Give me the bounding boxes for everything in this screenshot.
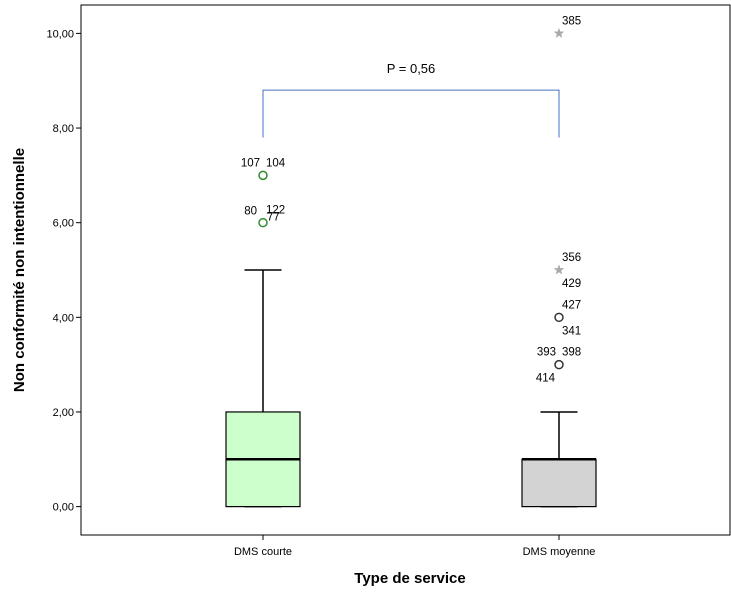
outlier-case-label: 385 <box>562 15 581 27</box>
box-group: 385 356 429 427 341 393 398 414 <box>521 15 597 508</box>
box-group: 107 104 122 80 77 <box>225 157 301 508</box>
x-category-label: DMS courte <box>234 546 292 558</box>
outlier-circle <box>554 312 564 323</box>
outlier-case-label: 107 <box>241 157 260 169</box>
outlier-case-label: 341 <box>562 325 581 337</box>
outlier-circle <box>258 170 268 181</box>
boxes-layer: 107 104 122 80 77 385 356 429 427 341 393 398 414 <box>225 15 597 508</box>
x-axis-title: Type de service <box>354 570 465 587</box>
p-value-label: P = 0,56 <box>387 61 436 76</box>
outlier-case-label: 80 <box>244 206 257 218</box>
y-tick-label: 0,00 <box>53 502 74 514</box>
significance-annotation: P = 0,56 <box>262 61 560 138</box>
box-iqr <box>521 458 597 508</box>
y-tick-label: 6,00 <box>53 218 74 230</box>
significance-bracket <box>262 89 560 138</box>
y-axis-title: Non conformité non intentionnelle <box>11 148 28 392</box>
y-axis: 0,00 2,00 4,00 6,00 8,00 10,00 <box>46 28 81 514</box>
outlier-case-label: 427 <box>562 299 581 311</box>
outlier-star <box>553 27 565 39</box>
y-tick-label: 10,00 <box>46 28 74 40</box>
outlier-case-label: 104 <box>266 157 286 169</box>
y-tick-label: 8,00 <box>53 123 74 135</box>
outlier-circle <box>258 217 268 228</box>
outlier-star <box>553 264 565 275</box>
outlier-circle <box>554 359 564 370</box>
y-tick-label: 2,00 <box>53 407 74 419</box>
x-axis: DMS courte DMS moyenne <box>234 535 595 558</box>
x-category-label: DMS moyenne <box>523 546 596 558</box>
outlier-case-label: 414 <box>536 373 556 385</box>
y-tick-label: 4,00 <box>53 312 74 324</box>
outlier-case-label: 429 <box>562 278 581 290</box>
plot-frame <box>80 4 731 536</box>
outlier-case-label: 393 <box>537 347 556 359</box>
outlier-case-label: 398 <box>562 347 581 359</box>
outlier-case-label: 122 <box>266 205 285 217</box>
outlier-case-label: 356 <box>562 252 581 264</box>
outlier-case-label: 77 <box>267 212 280 224</box>
